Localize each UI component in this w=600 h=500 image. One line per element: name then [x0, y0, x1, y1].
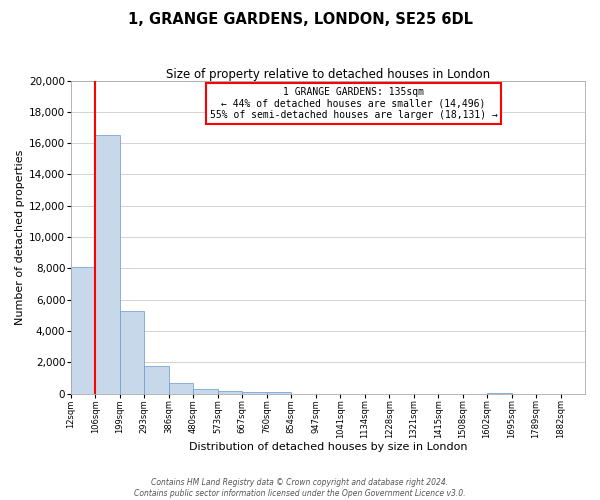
Bar: [95, 136, 120, 394]
Bar: [267, 392, 291, 394]
Bar: [193, 389, 218, 394]
Text: Contains HM Land Registry data © Crown copyright and database right 2024.
Contai: Contains HM Land Registry data © Crown c…: [134, 478, 466, 498]
Y-axis label: Number of detached properties: Number of detached properties: [15, 150, 25, 325]
X-axis label: Distribution of detached houses by size in London: Distribution of detached houses by size …: [188, 442, 467, 452]
Bar: [120, 310, 144, 394]
Bar: [169, 384, 193, 394]
Bar: [144, 366, 169, 394]
Bar: [71, 267, 95, 394]
Text: 1, GRANGE GARDENS, LONDON, SE25 6DL: 1, GRANGE GARDENS, LONDON, SE25 6DL: [128, 12, 473, 28]
Bar: [218, 392, 242, 394]
Text: 1 GRANGE GARDENS: 135sqm
← 44% of detached houses are smaller (14,496)
55% of se: 1 GRANGE GARDENS: 135sqm ← 44% of detach…: [209, 87, 497, 120]
Bar: [487, 393, 512, 394]
Bar: [242, 392, 267, 394]
Title: Size of property relative to detached houses in London: Size of property relative to detached ho…: [166, 68, 490, 80]
